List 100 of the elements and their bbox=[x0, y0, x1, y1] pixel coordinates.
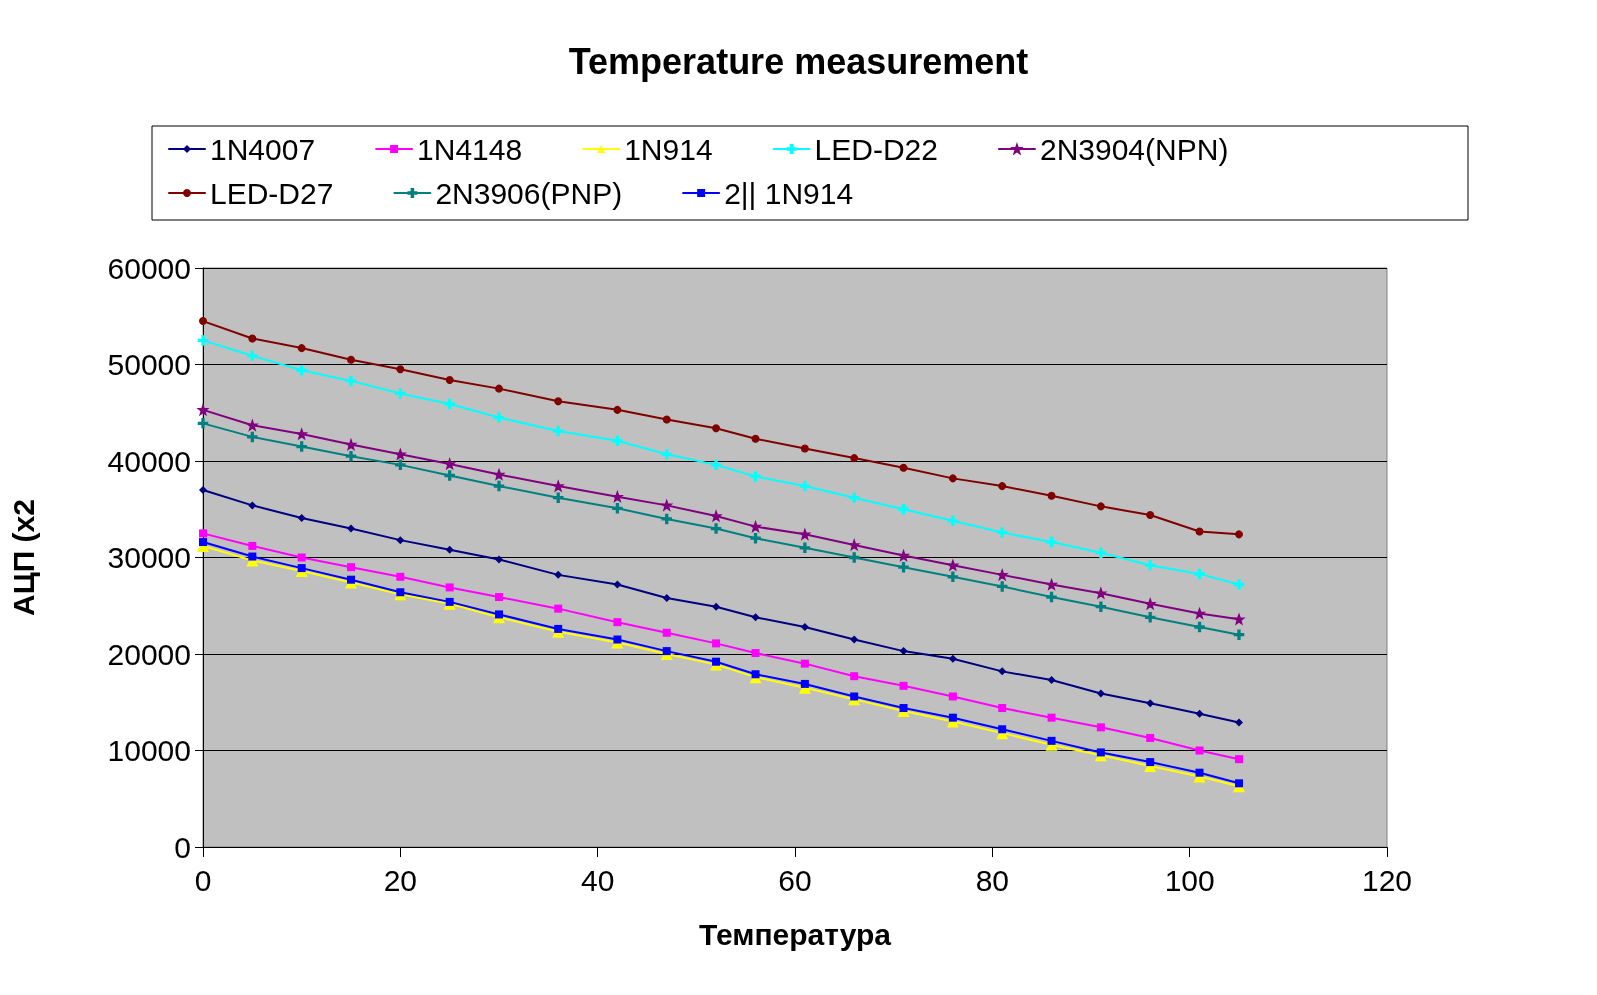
point bbox=[750, 532, 761, 544]
point bbox=[445, 375, 454, 384]
point bbox=[297, 564, 306, 573]
point bbox=[1144, 598, 1156, 610]
point bbox=[898, 550, 909, 561]
point bbox=[552, 480, 564, 492]
point bbox=[297, 553, 306, 562]
point bbox=[345, 450, 357, 462]
point bbox=[1235, 718, 1243, 727]
point bbox=[1144, 612, 1156, 623]
legend-label: 1N4007 bbox=[210, 132, 316, 166]
point bbox=[1235, 779, 1243, 788]
point bbox=[554, 604, 563, 613]
point bbox=[848, 492, 860, 503]
point bbox=[1195, 768, 1204, 777]
point bbox=[998, 704, 1007, 713]
point bbox=[947, 571, 959, 583]
point bbox=[554, 570, 563, 579]
point bbox=[395, 388, 406, 399]
point bbox=[710, 459, 722, 471]
point bbox=[347, 355, 355, 364]
point bbox=[493, 480, 505, 492]
point bbox=[1195, 527, 1204, 536]
point bbox=[998, 482, 1007, 491]
point bbox=[296, 441, 307, 452]
point bbox=[850, 692, 859, 701]
point bbox=[998, 667, 1007, 676]
point bbox=[850, 672, 859, 681]
point bbox=[613, 405, 622, 414]
point bbox=[1095, 587, 1107, 599]
point bbox=[800, 659, 809, 668]
point bbox=[1194, 608, 1205, 619]
point bbox=[613, 635, 622, 644]
point bbox=[248, 541, 257, 550]
point bbox=[662, 628, 671, 637]
point bbox=[345, 439, 357, 450]
point bbox=[712, 657, 721, 666]
point bbox=[1235, 530, 1243, 539]
point bbox=[248, 501, 257, 510]
point bbox=[247, 431, 258, 443]
point bbox=[848, 552, 860, 563]
point bbox=[1146, 699, 1155, 708]
point bbox=[996, 527, 1008, 538]
point bbox=[1146, 733, 1155, 742]
x-axis-title: Температура bbox=[699, 917, 892, 951]
y-tick-label: 0 bbox=[174, 830, 191, 864]
point bbox=[347, 563, 355, 572]
legend-label: 2N3904(NPN) bbox=[1039, 132, 1229, 166]
point bbox=[662, 647, 671, 656]
legend-label: LED-D27 bbox=[210, 176, 334, 210]
point bbox=[899, 647, 908, 656]
legend-label: 1N4148 bbox=[417, 132, 523, 166]
point bbox=[199, 485, 207, 494]
point bbox=[751, 670, 760, 679]
point bbox=[899, 463, 908, 472]
point bbox=[996, 581, 1008, 592]
legend-label: 1N914 bbox=[624, 132, 713, 166]
point bbox=[800, 444, 809, 453]
point bbox=[248, 552, 257, 561]
point bbox=[661, 513, 672, 525]
point bbox=[948, 713, 957, 722]
point bbox=[552, 425, 564, 437]
point bbox=[1096, 748, 1105, 757]
point bbox=[1047, 676, 1056, 685]
point bbox=[495, 384, 503, 393]
point bbox=[800, 679, 809, 688]
x-tick-label: 120 bbox=[1361, 863, 1413, 897]
point bbox=[444, 470, 455, 481]
point bbox=[799, 542, 811, 554]
point bbox=[1046, 591, 1057, 603]
point bbox=[495, 610, 503, 619]
point bbox=[1235, 755, 1243, 764]
point bbox=[197, 404, 209, 416]
point bbox=[444, 398, 455, 410]
point bbox=[751, 613, 760, 622]
point bbox=[396, 588, 405, 597]
y-tick-label: 40000 bbox=[107, 444, 191, 478]
point bbox=[1195, 709, 1204, 718]
point bbox=[800, 622, 809, 631]
point bbox=[396, 536, 405, 545]
point bbox=[850, 454, 859, 463]
point bbox=[612, 491, 623, 502]
x-tick-label: 100 bbox=[1164, 863, 1215, 897]
point bbox=[1095, 547, 1107, 558]
chart-title: Temperature measurement bbox=[568, 40, 1029, 82]
point bbox=[1233, 579, 1245, 590]
point bbox=[1047, 491, 1056, 500]
point bbox=[296, 365, 307, 376]
point bbox=[1146, 758, 1155, 767]
point bbox=[899, 704, 908, 713]
point bbox=[1233, 629, 1245, 640]
legend-label: LED-D22 bbox=[814, 132, 938, 166]
point bbox=[445, 545, 454, 554]
point bbox=[493, 412, 505, 423]
point bbox=[712, 424, 721, 433]
point bbox=[395, 448, 406, 460]
point bbox=[947, 559, 959, 571]
point bbox=[661, 448, 672, 460]
point bbox=[495, 593, 503, 602]
point bbox=[1194, 568, 1205, 580]
